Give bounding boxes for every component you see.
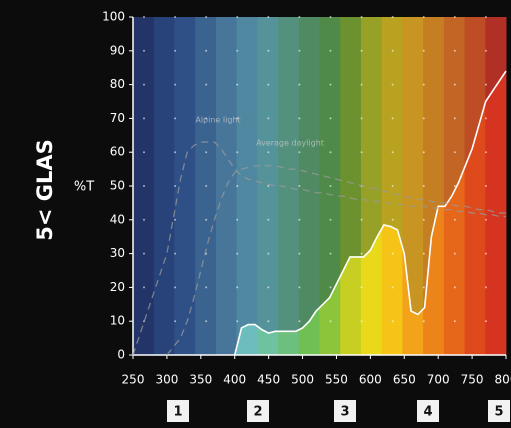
y-tick-label: 20 — [110, 280, 125, 294]
logo: 5< GLAS — [33, 139, 57, 241]
zone-label: 4 — [423, 405, 432, 420]
spectrum-band — [278, 17, 300, 355]
y-tick-label: 10 — [110, 314, 125, 328]
x-tick-label: 250 — [122, 373, 145, 387]
y-tick-label: 70 — [110, 111, 125, 125]
x-tick-label: 800 — [495, 373, 511, 387]
y-tick-label: 0 — [117, 348, 125, 362]
x-tick-label: 600 — [359, 373, 382, 387]
zone-label: 1 — [173, 405, 182, 420]
spectrum-band — [174, 17, 196, 355]
zone-box — [488, 400, 510, 422]
zone-label: 2 — [253, 405, 262, 420]
spectrum-band — [298, 17, 320, 355]
y-tick-label: 50 — [110, 179, 125, 193]
series-label: Average daylight — [256, 139, 324, 148]
y-tick-label: 90 — [110, 43, 125, 57]
spectrum-band — [153, 17, 175, 355]
x-tick-label: 550 — [325, 373, 348, 387]
y-tick-label: 60 — [110, 145, 125, 159]
spectrum-band — [402, 17, 424, 355]
zone-box — [167, 400, 189, 422]
x-tick-label: 750 — [461, 373, 484, 387]
y-tick-label: 100 — [102, 10, 125, 24]
dashed-line — [166, 165, 506, 356]
x-tick-label: 350 — [189, 373, 212, 387]
y-axis-label: %T — [74, 180, 94, 195]
zone-box — [334, 400, 356, 422]
x-tick-label: 500 — [291, 373, 314, 387]
y-tick-label: 40 — [110, 212, 125, 226]
zone-box — [417, 400, 439, 422]
line — [233, 70, 507, 356]
x-tick-label: 700 — [427, 373, 450, 387]
x-tick-label: 650 — [393, 373, 416, 387]
y-tick-label: 30 — [110, 246, 125, 260]
zone-box — [247, 400, 269, 422]
spectrum-band — [236, 17, 258, 355]
dashed-line — [132, 141, 506, 356]
y-tick-label: 80 — [110, 77, 125, 91]
x-tick-label: 450 — [257, 373, 280, 387]
zone-label: 3 — [340, 405, 349, 420]
spectrum-band-bright — [485, 71, 506, 355]
series-label: Alpine light — [195, 116, 240, 125]
x-tick-label: 400 — [223, 373, 246, 387]
zone-label: 5 — [494, 405, 503, 420]
x-tick-label: 300 — [155, 373, 178, 387]
